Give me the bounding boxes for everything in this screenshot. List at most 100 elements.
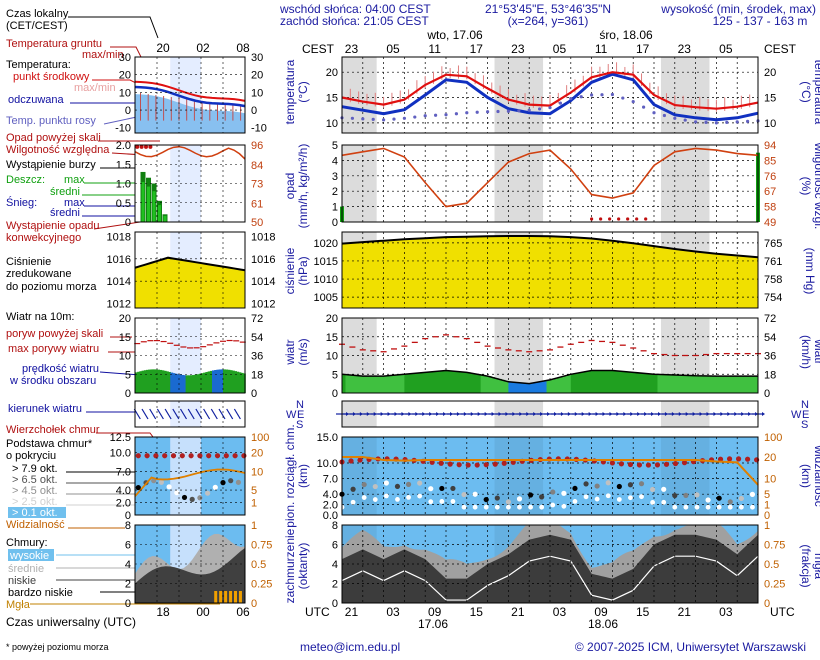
conv-dot — [608, 217, 612, 221]
humid-label: wilgotność wzgl. — [812, 142, 820, 230]
legend-mid-point: punkt środkowy — [13, 71, 90, 83]
cloud-base-dot-low — [450, 499, 456, 504]
visibility-line — [342, 456, 759, 486]
cloud-base-dot — [450, 485, 456, 492]
wind-speed-fill — [657, 374, 662, 393]
wind-label: wiatr — [283, 339, 297, 365]
wind-speed-fill — [730, 376, 735, 393]
small-wind-arrow — [141, 408, 149, 420]
cloud-base-dot — [605, 480, 611, 486]
small-vis-tick: 5 — [251, 485, 257, 497]
cloud-base-dot — [494, 495, 500, 501]
wind-speed-fill — [588, 371, 593, 393]
wind-speed-fill — [654, 374, 658, 393]
wind-speed-fill — [556, 378, 561, 393]
dewpoint-dot — [746, 119, 750, 123]
wind-speed-fill — [626, 371, 631, 393]
wind-speed-fill — [494, 378, 499, 393]
wind-speed-fill — [577, 373, 582, 393]
small-precip-mean-bar — [147, 186, 150, 222]
mmhg-unit: (mm Hg) — [803, 248, 817, 295]
main-top-hour-label: 23 — [511, 42, 525, 56]
wind-speed-fill — [664, 374, 669, 393]
dewpoint-dot — [683, 118, 687, 122]
temp-tick-right: 15 — [764, 93, 776, 105]
wind-speed-fill — [508, 381, 513, 393]
wind-speed-fill — [567, 375, 572, 393]
small-over-dot — [135, 144, 140, 149]
wind-speed-fill — [744, 376, 749, 393]
legend-pressure2: zredukowane — [6, 268, 71, 280]
dewpoint-dot — [558, 101, 563, 105]
small-wind-tick: 10 — [119, 351, 131, 363]
press-unit: (hPa) — [296, 256, 310, 285]
small-cloud-top-dot — [153, 453, 159, 459]
cloud-base-dot — [405, 481, 412, 487]
wind-speed-fill — [692, 375, 697, 393]
small-wind-fill — [161, 370, 165, 393]
wind-speed-line — [341, 369, 758, 385]
temp-tick-right: 20 — [764, 67, 776, 79]
small-cloud-top-dot — [179, 453, 185, 459]
main-bottom-hour-label: 21 — [678, 605, 692, 619]
cloud-base-dot — [638, 481, 645, 487]
fog-tick-right: 1 — [764, 520, 770, 532]
small-press-r-tick: 1018 — [251, 231, 275, 243]
winddir-panel — [336, 400, 765, 428]
small-wind-fill — [194, 374, 198, 393]
cloud-base-dot-low — [472, 504, 478, 510]
wind-speed-fill — [380, 376, 385, 393]
dewpoint-dot — [590, 93, 594, 97]
cloud-top-dot — [609, 460, 616, 466]
small-bottom-hour-label: 18 — [156, 605, 170, 619]
small-wind-arrow — [149, 408, 157, 420]
compass-e-right: E — [802, 409, 809, 421]
wind-speed-fill — [591, 370, 596, 393]
wind-speed-fill — [504, 380, 509, 393]
wind-speed-fill — [678, 375, 683, 393]
precip-panel-frame — [341, 144, 759, 223]
small-wind-arrow — [179, 408, 188, 420]
small-cl-tick: 6 — [125, 540, 131, 552]
legend-conv2: konwekcyjnego — [6, 232, 81, 244]
legend-okt65: > 6.5 okt. — [12, 474, 58, 486]
small-wind-fill — [165, 371, 169, 393]
press-tick-left: 1020 — [314, 238, 338, 250]
dewpoint-dot — [444, 113, 448, 117]
legend-low: niskie — [8, 575, 36, 587]
wind-speed-fill — [550, 379, 554, 393]
temp-tick-right: 10 — [764, 118, 776, 130]
small-wind-fill — [135, 372, 138, 393]
wind-speed-fill — [484, 375, 489, 393]
small-wind-fill — [152, 369, 156, 393]
legend-rain: Deszcz: — [6, 174, 45, 186]
small-cloud-base-dot — [158, 479, 164, 485]
wind-speed-fill — [456, 371, 461, 393]
small-pressure-fill — [135, 257, 245, 308]
wind-speed-fill — [733, 376, 738, 393]
wind-speed-fill — [539, 381, 544, 393]
cloud-base-dot — [483, 496, 489, 503]
small-wind-r-tick: 54 — [251, 332, 263, 344]
small-press-tick: 1016 — [107, 254, 131, 266]
dewpoint-dot — [579, 95, 583, 99]
small-vis-tick: 100 — [251, 432, 269, 444]
wind-speed-fill — [449, 370, 454, 393]
wind-panel: 20 15 10 5 0 72 54 36 18 0 — [326, 313, 777, 400]
conv-dot — [635, 217, 639, 221]
dewpoint-dot — [600, 93, 604, 97]
small-wind-fill — [207, 371, 211, 393]
cloud-base-dot-low — [672, 504, 678, 510]
conv-dot — [617, 217, 621, 221]
precip-label: opad — [283, 173, 297, 200]
wind-speed-fill — [414, 373, 419, 393]
small-winddir-frame — [134, 400, 246, 428]
small-wind-arrow — [164, 408, 172, 420]
footer-email[interactable]: meteo@icm.edu.pl — [300, 640, 400, 654]
dewpoint-dot — [454, 112, 458, 116]
precip-tick-left: 1 — [332, 202, 338, 214]
dewpoint-dot — [631, 99, 635, 104]
small-wind-fill — [242, 373, 246, 393]
wind-speed-fill — [702, 375, 707, 393]
legend-storm: Wystąpienie burzy — [6, 159, 96, 171]
